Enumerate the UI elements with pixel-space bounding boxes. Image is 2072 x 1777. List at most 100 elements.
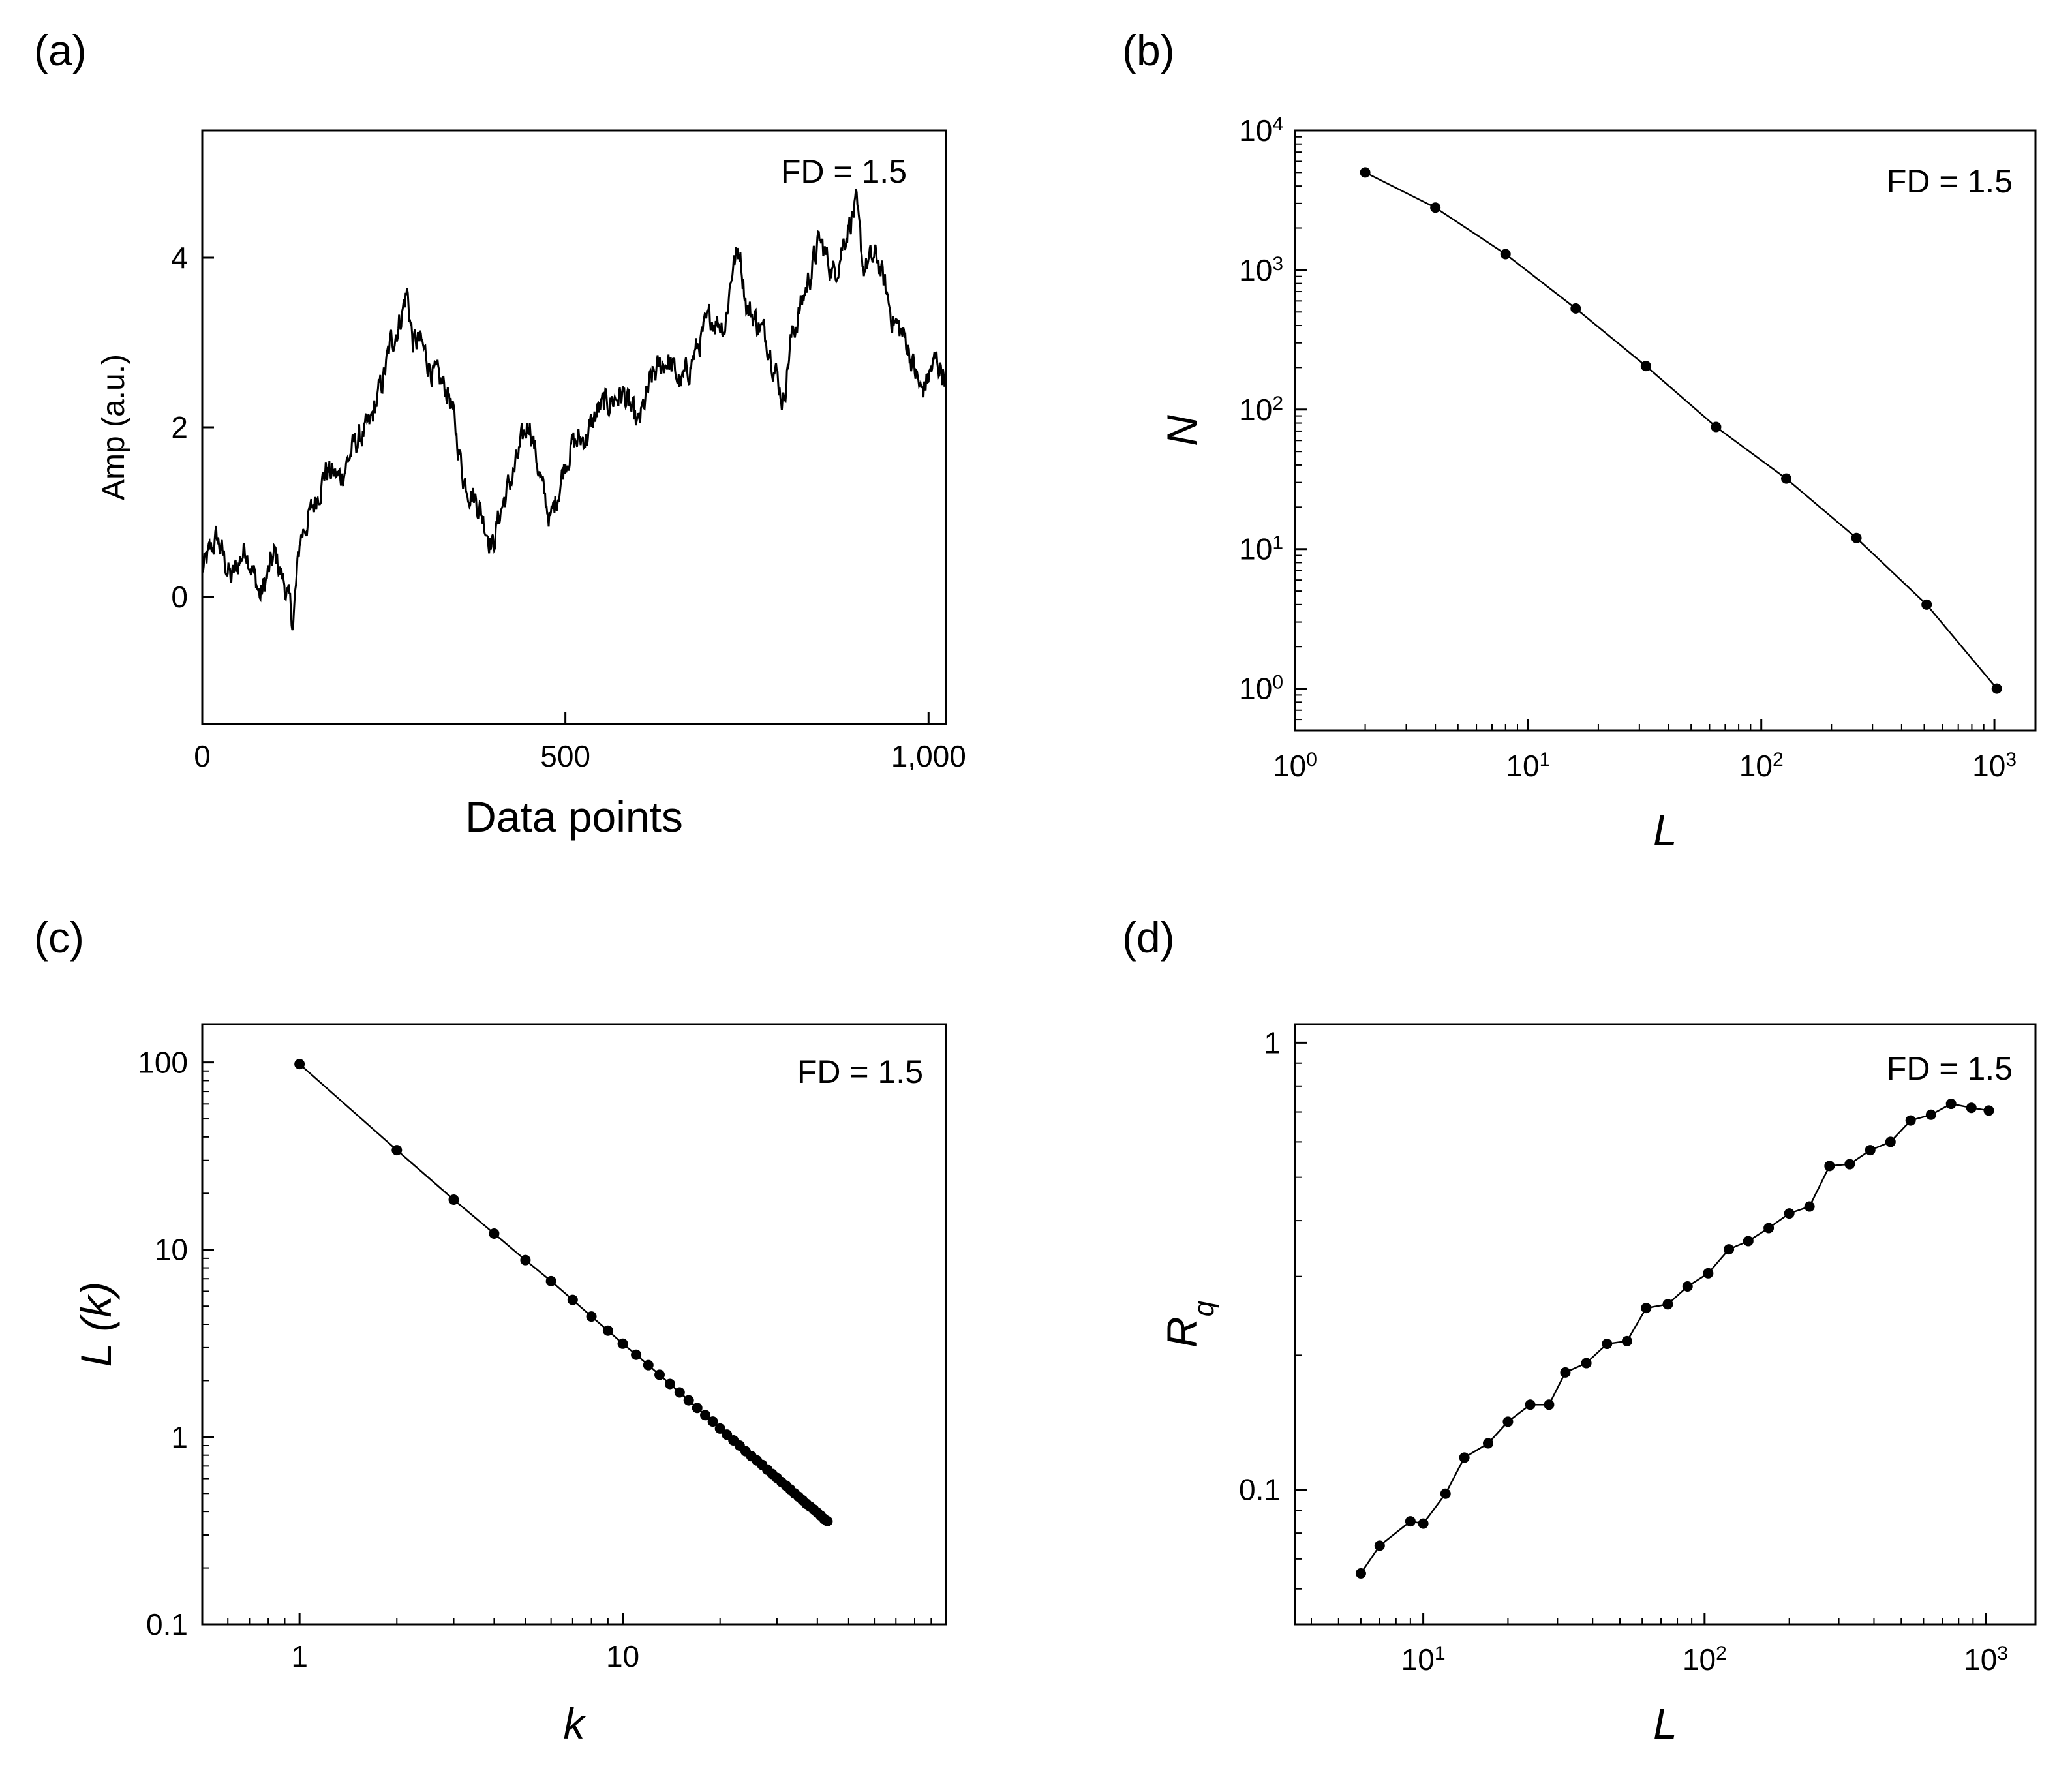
data-point: [674, 1387, 685, 1398]
data-point: [1925, 1109, 1936, 1120]
data-point: [700, 1410, 711, 1421]
y-tick-label: 104: [1239, 114, 1283, 148]
y-tick-label: 1: [1264, 1025, 1281, 1059]
data-point: [448, 1194, 459, 1206]
data-point: [489, 1228, 500, 1239]
x-tick-label: 102: [1683, 1643, 1727, 1677]
data-point: [545, 1275, 556, 1286]
y-tick-label: 0: [171, 580, 188, 614]
y-tick-label: 0.1: [146, 1607, 188, 1641]
data-point: [1525, 1399, 1536, 1410]
data-point: [1724, 1244, 1735, 1255]
chart-panel-4: (d) 101 102 103 0.1 1 L Rq FD = 1.5: [1122, 913, 2037, 1748]
panel-label: (b): [1122, 26, 1175, 74]
data-point: [1621, 1335, 1632, 1346]
data-point: [1703, 1268, 1714, 1279]
x-tick-label: 100: [1273, 749, 1317, 783]
y-tick-label: 4: [171, 241, 188, 275]
data-point: [1921, 599, 1932, 610]
data-point: [1360, 167, 1371, 178]
data-point: [391, 1145, 403, 1156]
x-tick-label: 102: [1739, 749, 1784, 783]
y-axis-title: Amp (a.u.): [97, 354, 131, 500]
data-point: [1560, 1367, 1571, 1378]
data-point: [631, 1349, 642, 1360]
data-point: [1682, 1281, 1693, 1292]
data-point: [1851, 532, 1862, 543]
plot-frame: [201, 1023, 947, 1626]
plot-frame: [201, 129, 947, 725]
data-point: [1430, 202, 1441, 213]
x-tick-label: 1,000: [891, 739, 966, 773]
data-point: [1784, 1208, 1795, 1219]
data-point: [567, 1294, 578, 1305]
y-tick-label: 100: [138, 1046, 188, 1080]
x-tick-label-exponent: 0: [1306, 749, 1317, 770]
data-point: [1824, 1161, 1835, 1172]
x-tick-label: 500: [540, 739, 590, 773]
data-point: [586, 1311, 597, 1322]
data-point: [1804, 1201, 1815, 1212]
data-point: [643, 1359, 654, 1371]
y-tick-label: 2: [171, 410, 188, 444]
data-point: [294, 1059, 305, 1070]
data-point: [1781, 473, 1792, 484]
data-point: [1966, 1102, 1977, 1114]
y-tick-label-exponent: 4: [1272, 114, 1283, 135]
data-point: [1743, 1236, 1754, 1247]
chart-panel-3: (c) 1 10 0.1 1 10 100 k L (k) FD = 1.5: [34, 913, 947, 1748]
data-point: [1641, 1303, 1652, 1314]
data-point: [654, 1369, 665, 1380]
data-point: [1763, 1223, 1775, 1234]
plot-frame: [1294, 129, 2037, 732]
x-tick-label-exponent: 3: [2005, 749, 2017, 770]
fd-annotation: FD = 1.5: [797, 1054, 923, 1090]
data-point: [1865, 1145, 1876, 1156]
data-point: [1991, 683, 2002, 694]
data-point: [822, 1516, 833, 1527]
data-point: [1440, 1488, 1451, 1499]
data-point: [1711, 421, 1722, 433]
signal-trace: [202, 189, 946, 631]
x-tick-label: 101: [1506, 749, 1550, 783]
chart-panel-1: (a) 0 500 1,000 0 2 4 Data points Amp (a.u.) FD =…: [34, 26, 966, 841]
data-point: [707, 1416, 718, 1427]
x-tick-label-exponent: 1: [1435, 1643, 1446, 1664]
x-tick-label: 1: [291, 1639, 308, 1673]
data-point: [1355, 1568, 1366, 1579]
data-point: [692, 1403, 703, 1414]
x-tick-label: 10: [606, 1639, 639, 1673]
x-axis-title: L: [1653, 1699, 1677, 1748]
data-point: [1459, 1452, 1470, 1463]
data-point: [683, 1395, 694, 1406]
data-point: [1602, 1339, 1613, 1350]
x-tick-label: 0: [194, 739, 211, 773]
y-tick-label: 100: [1239, 671, 1283, 706]
plot-frame: [1294, 1023, 2037, 1626]
x-tick-label-exponent: 1: [1540, 749, 1551, 770]
data-point: [520, 1254, 531, 1266]
panel-label: (a): [34, 26, 87, 74]
x-tick-label-exponent: 3: [1997, 1643, 2008, 1664]
fd-annotation: FD = 1.5: [1887, 163, 2013, 200]
x-tick-label: 103: [1972, 749, 2017, 783]
data-point: [1570, 303, 1581, 314]
data-point: [617, 1338, 628, 1349]
data-point: [1500, 249, 1511, 260]
y-axis-title: L (k): [72, 1282, 120, 1367]
series-line: [1365, 172, 1998, 690]
y-tick-label: 102: [1239, 392, 1283, 427]
x-axis-title: k: [564, 1699, 587, 1748]
y-axis-title: Rq: [1158, 1300, 1220, 1348]
series-line: [1360, 1102, 1989, 1574]
data-point: [1482, 1438, 1493, 1449]
data-point: [1374, 1540, 1385, 1551]
y-axis-title-subscript: q: [1188, 1300, 1220, 1316]
data-point: [1502, 1416, 1514, 1427]
data-point: [1945, 1099, 1957, 1110]
x-axis-title: L: [1653, 806, 1677, 854]
fd-annotation: FD = 1.5: [781, 153, 907, 190]
y-tick-label-exponent: 3: [1272, 252, 1283, 274]
